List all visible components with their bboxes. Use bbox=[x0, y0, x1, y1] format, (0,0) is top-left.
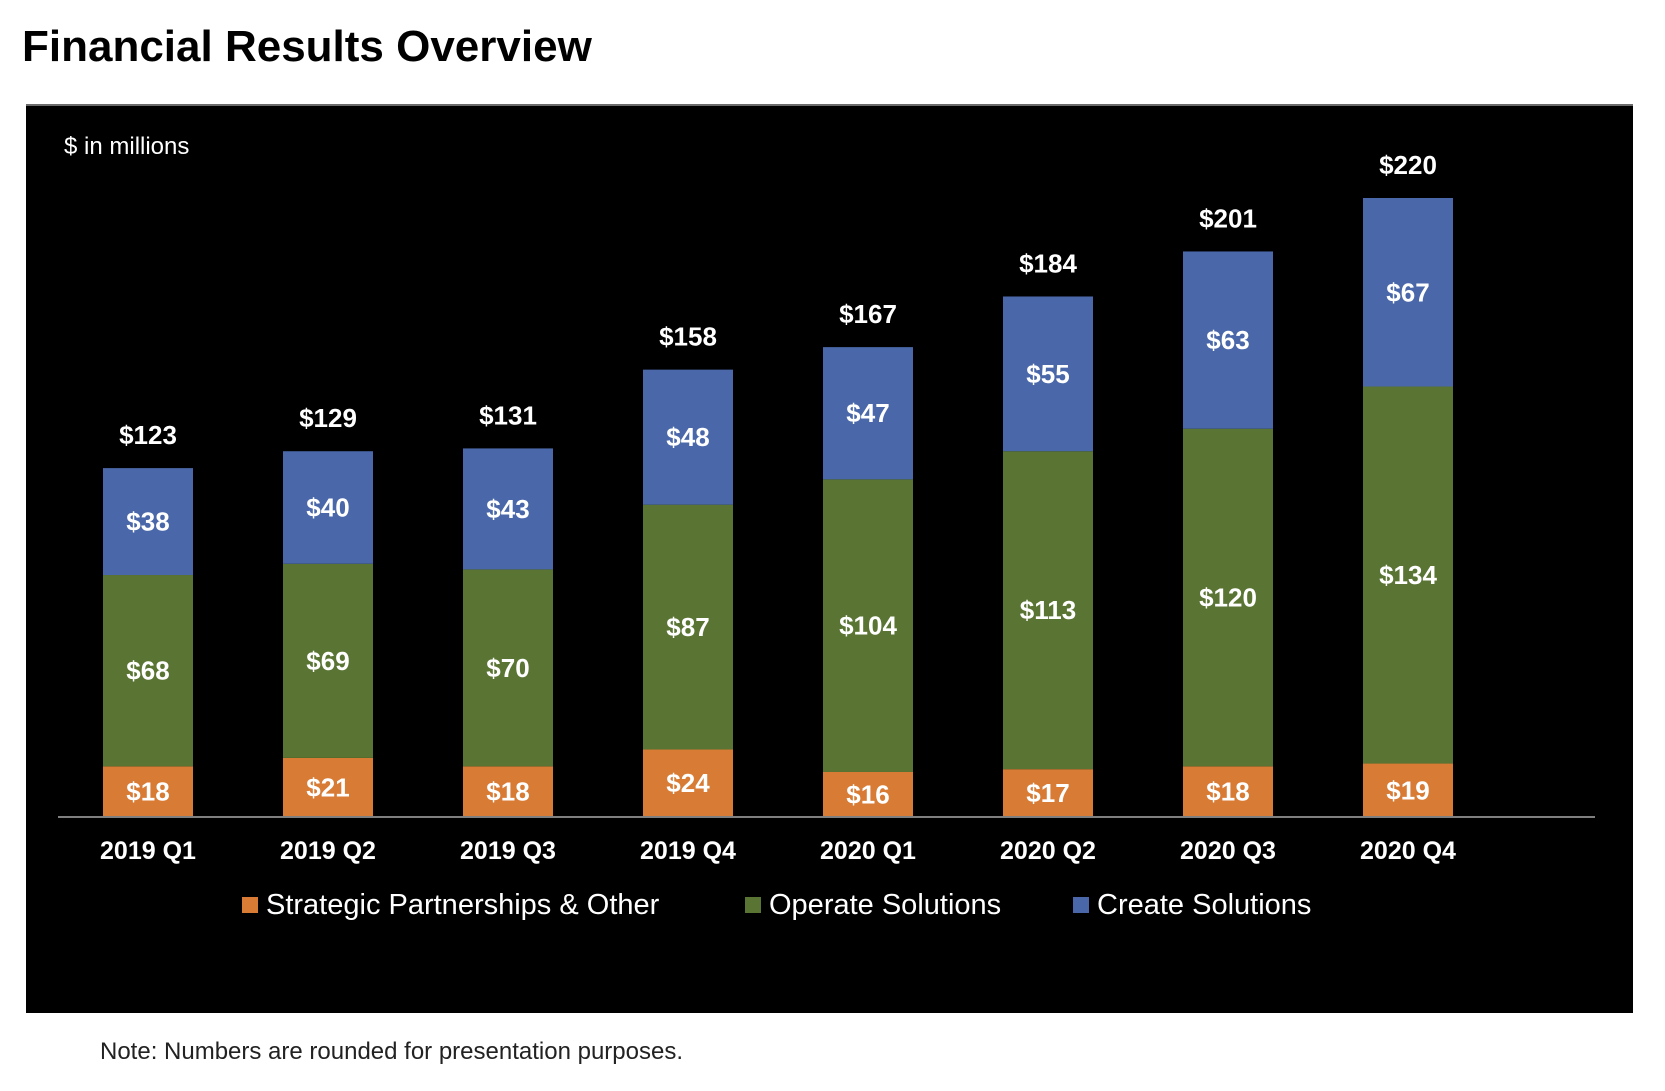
data-label-strategic-partnerships-other-2019-q3: $18 bbox=[486, 777, 529, 807]
data-label-create-solutions-2020-q4: $67 bbox=[1386, 277, 1429, 307]
bar-segment-create-solutions-2019-q1 bbox=[103, 468, 193, 576]
bar-segment-create-solutions-2020-q2 bbox=[1003, 296, 1093, 452]
unit-label: $ in millions bbox=[64, 133, 189, 160]
total-label-2019-q3: $131 bbox=[479, 400, 537, 430]
x-tick-label-2020-q4: 2020 Q4 bbox=[1360, 837, 1456, 865]
legend-label-operate-solutions: Operate Solutions bbox=[769, 889, 1001, 921]
footnote: Note: Numbers are rounded for presentati… bbox=[100, 1038, 683, 1065]
chart-panel: $ in millions $18 $68 $38 $123 2019 Q1 $21 $69… bbox=[26, 104, 1633, 1013]
bar-segment-strategic-partnerships-other-2019-q1 bbox=[103, 766, 193, 817]
data-label-strategic-partnerships-other-2020-q1: $16 bbox=[846, 779, 889, 809]
legend-swatch-strategic-partnerships-other bbox=[242, 897, 258, 913]
data-label-strategic-partnerships-other-2019-q1: $18 bbox=[126, 777, 169, 807]
data-label-create-solutions-2020-q3: $63 bbox=[1206, 325, 1249, 355]
bar-segment-create-solutions-2020-q4 bbox=[1363, 198, 1453, 387]
x-tick-label-2020-q3: 2020 Q3 bbox=[1180, 837, 1276, 865]
bar-segment-strategic-partnerships-other-2020-q3 bbox=[1183, 766, 1273, 817]
legend-label-create-solutions: Create Solutions bbox=[1097, 889, 1311, 921]
data-label-strategic-partnerships-other-2019-q4: $24 bbox=[666, 768, 710, 798]
bar-segment-strategic-partnerships-other-2019-q4 bbox=[643, 749, 733, 817]
legend-swatch-operate-solutions bbox=[745, 897, 761, 913]
data-label-create-solutions-2020-q1: $47 bbox=[846, 398, 889, 428]
total-label-2020-q4: $220 bbox=[1379, 150, 1437, 180]
data-label-strategic-partnerships-other-2020-q3: $18 bbox=[1206, 777, 1249, 807]
bar-segment-strategic-partnerships-other-2020-q1 bbox=[823, 771, 913, 817]
data-label-operate-solutions-2019-q4: $87 bbox=[666, 612, 709, 642]
data-label-operate-solutions-2019-q2: $69 bbox=[306, 646, 349, 676]
bar-segment-strategic-partnerships-other-2020-q4 bbox=[1363, 763, 1453, 817]
bar-segment-create-solutions-2019-q3 bbox=[463, 448, 553, 570]
data-label-create-solutions-2019-q2: $40 bbox=[306, 493, 349, 523]
bar-segment-operate-solutions-2019-q1 bbox=[103, 575, 193, 767]
total-label-2019-q2: $129 bbox=[299, 403, 357, 433]
data-label-create-solutions-2020-q2: $55 bbox=[1026, 359, 1069, 389]
bar-segment-operate-solutions-2020-q1 bbox=[823, 479, 913, 772]
data-label-operate-solutions-2019-q1: $68 bbox=[126, 656, 169, 686]
data-label-operate-solutions-2020-q3: $120 bbox=[1199, 583, 1257, 613]
bar-segment-operate-solutions-2020-q3 bbox=[1183, 428, 1273, 767]
total-label-2020-q3: $201 bbox=[1199, 203, 1257, 233]
total-label-2019-q1: $123 bbox=[119, 420, 177, 450]
x-tick-label-2020-q1: 2020 Q1 bbox=[820, 837, 916, 865]
total-label-2020-q2: $184 bbox=[1019, 248, 1077, 278]
data-label-operate-solutions-2019-q3: $70 bbox=[486, 653, 529, 683]
bar-segment-operate-solutions-2019-q4 bbox=[643, 504, 733, 750]
x-tick-label-2019-q3: 2019 Q3 bbox=[460, 837, 556, 865]
data-label-operate-solutions-2020-q4: $134 bbox=[1379, 560, 1437, 590]
bar-segment-strategic-partnerships-other-2019-q3 bbox=[463, 766, 553, 817]
x-tick-label-2019-q1: 2019 Q1 bbox=[100, 837, 196, 865]
bar-segment-operate-solutions-2020-q2 bbox=[1003, 451, 1093, 770]
legend-swatch-create-solutions bbox=[1073, 897, 1089, 913]
bar-segment-create-solutions-2020-q3 bbox=[1183, 251, 1273, 429]
legend-label-strategic-partnerships-other: Strategic Partnerships & Other bbox=[266, 889, 660, 921]
data-label-strategic-partnerships-other-2020-q2: $17 bbox=[1026, 778, 1069, 808]
data-label-strategic-partnerships-other-2020-q4: $19 bbox=[1386, 775, 1429, 805]
data-label-create-solutions-2019-q1: $38 bbox=[126, 507, 169, 537]
total-label-2020-q1: $167 bbox=[839, 299, 897, 329]
data-label-create-solutions-2019-q4: $48 bbox=[666, 422, 709, 452]
bar-segment-create-solutions-2019-q4 bbox=[643, 369, 733, 505]
x-tick-label-2020-q2: 2020 Q2 bbox=[1000, 837, 1096, 865]
bar-segment-create-solutions-2019-q2 bbox=[283, 451, 373, 564]
bar-segment-strategic-partnerships-other-2020-q2 bbox=[1003, 769, 1093, 817]
bar-segment-operate-solutions-2019-q2 bbox=[283, 563, 373, 758]
data-label-create-solutions-2019-q3: $43 bbox=[486, 494, 529, 524]
page-title: Financial Results Overview bbox=[22, 22, 592, 71]
total-label-2019-q4: $158 bbox=[659, 322, 717, 352]
x-tick-label-2019-q4: 2019 Q4 bbox=[640, 837, 736, 865]
stacked-bar-chart: $ in millions $18 $68 $38 $123 2019 Q1 $21 $69… bbox=[58, 133, 1595, 921]
bar-segment-create-solutions-2020-q1 bbox=[823, 347, 913, 480]
data-label-operate-solutions-2020-q2: $113 bbox=[1020, 595, 1076, 625]
bar-segment-operate-solutions-2019-q3 bbox=[463, 569, 553, 767]
bar-segment-operate-solutions-2020-q4 bbox=[1363, 386, 1453, 764]
data-label-strategic-partnerships-other-2019-q2: $21 bbox=[306, 772, 349, 802]
data-label-operate-solutions-2020-q1: $104 bbox=[839, 611, 897, 641]
x-tick-label-2019-q2: 2019 Q2 bbox=[280, 837, 376, 865]
bar-segment-strategic-partnerships-other-2019-q2 bbox=[283, 757, 373, 817]
